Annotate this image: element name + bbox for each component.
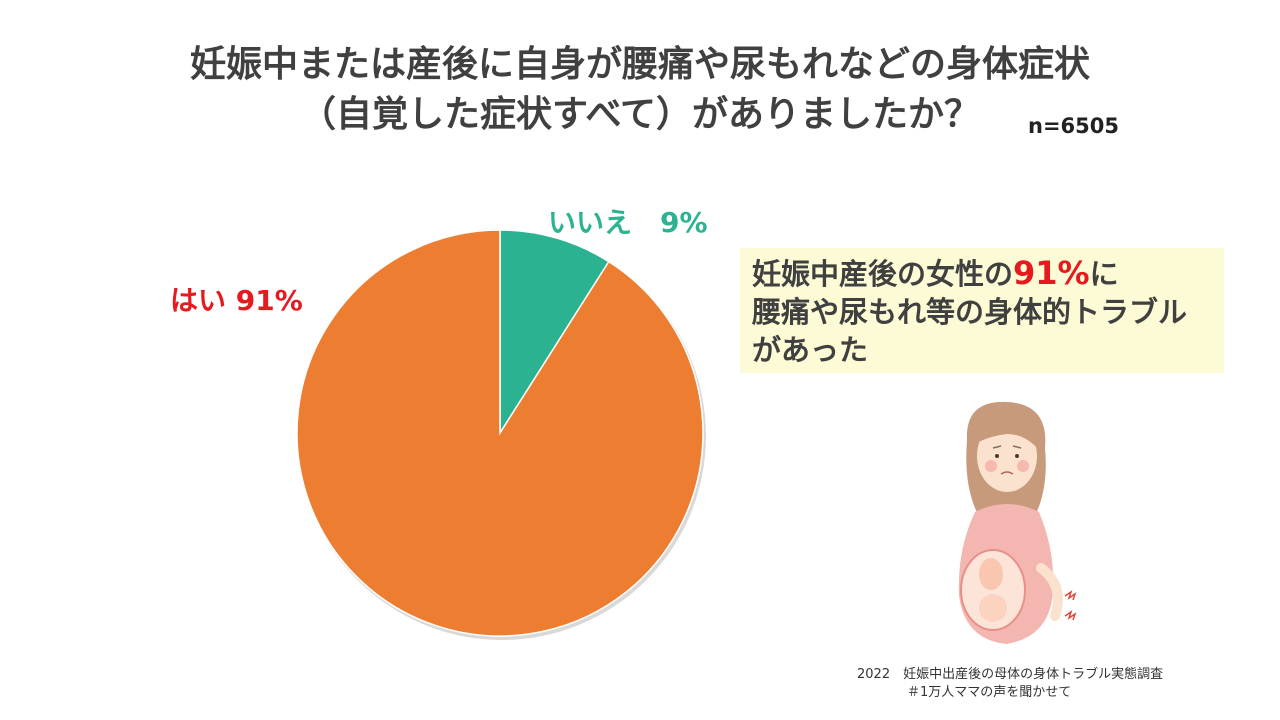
source-note: 2022 妊娠中出産後の母体の身体トラブル実態調査 ＃1万人ママの声を聞かせて bbox=[857, 666, 1163, 702]
source-subtitle: ＃1万人ママの声を聞かせて bbox=[907, 685, 1072, 700]
source-year: 2022 bbox=[857, 667, 891, 682]
chart-title: 妊娠中または産後に自身が腰痛や尿もれなどの身体症状 （自覚した症状すべて）があり… bbox=[0, 40, 1280, 140]
pie-slice-no bbox=[499, 229, 610, 436]
title-line-1: 妊娠中または産後に自身が腰痛や尿もれなどの身体症状 bbox=[189, 44, 1090, 85]
callout-line-1: 妊娠中産後の女性の91%に bbox=[752, 254, 1212, 293]
callout-highlight: 91% bbox=[1013, 254, 1090, 292]
pie-slice-yes bbox=[296, 229, 704, 637]
source-title: 妊娠中出産後の母体の身体トラブル実態調査 bbox=[903, 667, 1164, 682]
callout-box: 妊娠中産後の女性の91%に 腰痛や尿もれ等の身体的トラブル があった bbox=[740, 248, 1224, 373]
title-line-2: （自覚した症状すべて）がありましたか？ bbox=[299, 94, 981, 135]
callout-line-1-suffix: に bbox=[1089, 257, 1119, 291]
source-line-2: ＃1万人ママの声を聞かせて bbox=[857, 684, 1163, 702]
callout-line-3: があった bbox=[752, 333, 869, 367]
pregnant-woman-illustration bbox=[958, 401, 1077, 644]
sample-size: n=6505 bbox=[1028, 114, 1119, 138]
slice-label-no: いいえ 9% bbox=[548, 206, 708, 239]
slice-label-yes: はい 91% bbox=[170, 284, 303, 317]
callout-line-1-text: 妊娠中産後の女性の bbox=[752, 257, 1014, 291]
source-line-1: 2022 妊娠中出産後の母体の身体トラブル実態調査 bbox=[857, 666, 1163, 684]
callout-line-2: 腰痛や尿もれ等の身体的トラブル bbox=[752, 295, 1188, 329]
